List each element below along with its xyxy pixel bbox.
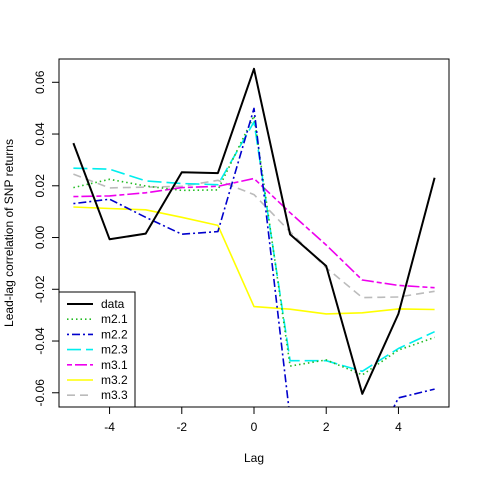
y-tick-label: -0.04 <box>33 327 47 355</box>
y-tick-label: 0.04 <box>33 122 47 146</box>
legend-label-m3-3: m3.3 <box>101 388 128 402</box>
x-axis-title: Lag <box>244 451 264 465</box>
legend-label-m3-1: m3.1 <box>101 358 128 372</box>
series-line-m2-3 <box>73 121 435 373</box>
legend-label-m3-2: m3.2 <box>101 373 128 387</box>
x-tick-label: -4 <box>104 420 115 434</box>
y-tick-label: 0.02 <box>33 174 47 198</box>
series-line-m3-3 <box>73 173 435 299</box>
x-axis: -4 -2 0 2 4 <box>104 406 402 434</box>
legend-label-m2-1: m2.1 <box>101 312 128 326</box>
legend-label-data: data <box>101 297 125 311</box>
series-layer <box>72 67 436 407</box>
series-line-m2-2 <box>73 107 435 407</box>
x-tick-label: 0 <box>251 420 258 434</box>
y-tick-label: 0.06 <box>33 70 47 94</box>
y-tick-label: -0.02 <box>33 275 47 303</box>
y-tick-label: 0.00 <box>33 225 47 249</box>
x-tick-label: 4 <box>395 420 402 434</box>
x-tick-label: 2 <box>323 420 330 434</box>
legend-label-m2-3: m2.3 <box>101 343 128 357</box>
y-axis-title: Lead-lag correlation of SNP returns <box>2 139 16 327</box>
series-line-data <box>72 67 436 395</box>
series-line-m3-1 <box>73 177 435 289</box>
x-tick-label: -2 <box>176 420 187 434</box>
series-line-m3-2 <box>73 206 435 315</box>
legend-label-m2-2: m2.2 <box>101 327 128 341</box>
y-tick-label: -0.06 <box>33 379 47 407</box>
y-axis: -0.06 -0.04 -0.02 0.00 0.02 0.04 0.06 <box>33 70 60 407</box>
